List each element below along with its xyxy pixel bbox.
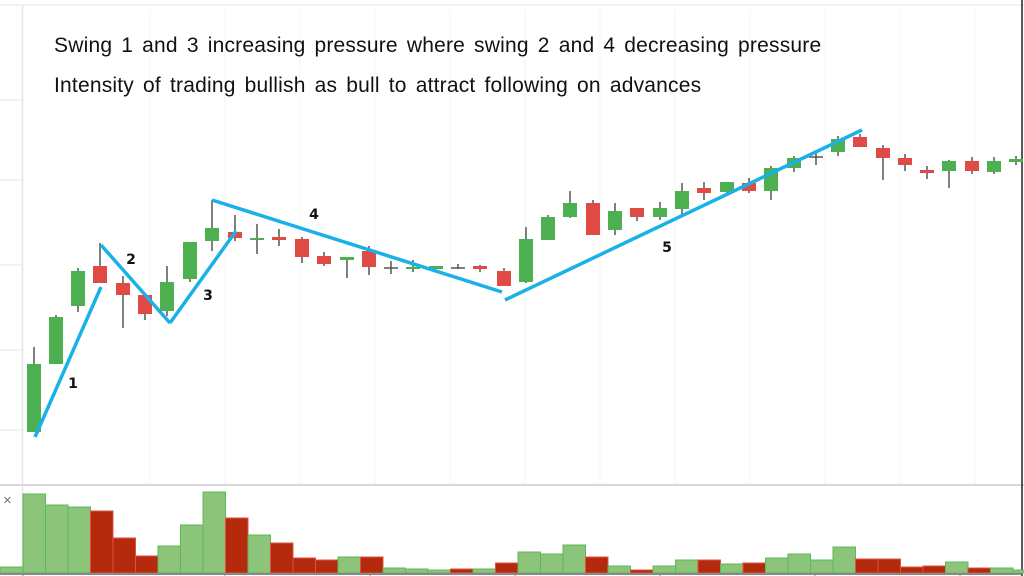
candle-body [697, 188, 711, 193]
candle-body [675, 191, 689, 209]
swing-label-5: 5 [662, 240, 672, 256]
candle-body [519, 239, 533, 282]
volume-bar [202, 491, 226, 574]
swing-label-1: 1 [68, 376, 78, 392]
candle-body [853, 137, 867, 147]
volume-bar [135, 555, 159, 574]
volume-bar [495, 562, 519, 574]
volume-bar [382, 567, 406, 574]
volume-bar [292, 557, 316, 574]
close-volume-panel-icon[interactable]: × [3, 492, 12, 509]
volume-bar [540, 553, 564, 574]
candle-body [49, 317, 63, 364]
volume-bar [517, 551, 541, 574]
swing-line-2 [99, 243, 172, 325]
candle-body [250, 238, 264, 240]
candle-body [608, 211, 622, 230]
volume-bar [967, 567, 991, 574]
swing-line-1 [33, 286, 103, 438]
volume-bar [742, 562, 766, 574]
volume-bar [22, 493, 46, 574]
candle-body [429, 266, 443, 269]
volume-bar [855, 558, 879, 574]
swing-line-4 [211, 198, 503, 294]
candle-body [742, 183, 756, 191]
volume-bar [112, 537, 136, 574]
volume-bar [90, 510, 114, 574]
candle-body [272, 237, 286, 240]
volume-bar [675, 559, 699, 574]
volume-bar [585, 556, 609, 574]
volume-bar [67, 506, 91, 574]
candle-body [116, 283, 130, 295]
volume-bar [180, 524, 204, 574]
volume-bar [405, 568, 429, 574]
candle-body [27, 364, 41, 432]
volume-bar [337, 556, 361, 574]
volume-bar [450, 568, 474, 574]
candle-body [987, 161, 1001, 172]
volume-bar [157, 545, 181, 574]
swing-label-3: 3 [203, 288, 213, 304]
swing-line-5 [504, 128, 863, 302]
volume-bar [697, 559, 721, 574]
volume-bar [427, 569, 451, 574]
candle-body [362, 251, 376, 267]
volume-bar [787, 553, 811, 574]
volume-bar [225, 517, 249, 574]
volume-bar [652, 565, 676, 574]
candle-body [586, 203, 600, 235]
candle-body [965, 161, 979, 171]
candle-body [205, 228, 219, 241]
volume-bar [630, 569, 654, 574]
volume-bar [562, 544, 586, 574]
volume-bar [247, 534, 271, 574]
volume-bar [1012, 569, 1024, 574]
volume-bar [922, 565, 946, 574]
candle-body [898, 158, 912, 165]
volume-bar [720, 563, 744, 574]
candle-body [71, 271, 85, 306]
volume-bar [990, 567, 1014, 574]
candle-body [563, 203, 577, 217]
candle-body [630, 208, 644, 217]
candle-body [653, 208, 667, 217]
candle-body [942, 161, 956, 171]
volume-bar [315, 559, 339, 574]
candle-body [876, 148, 890, 158]
volume-bar [810, 559, 834, 574]
volume-bar [900, 566, 924, 574]
annotation-line-1: Swing 1 and 3 increasing pressure where … [54, 34, 822, 57]
candle-body [473, 266, 487, 269]
swing-label-4: 4 [309, 207, 319, 223]
candle-body [317, 256, 331, 264]
candle-body [920, 170, 934, 173]
volume-bar [877, 558, 901, 574]
volume-bar [270, 542, 294, 574]
candle-body [340, 257, 354, 260]
candle-body [497, 271, 511, 286]
volume-bar [0, 566, 24, 574]
candle-body [93, 266, 107, 283]
volume-bar [607, 565, 631, 574]
swing-line-3 [168, 229, 238, 325]
volume-bar [360, 556, 384, 574]
swing-label-2: 2 [126, 252, 136, 268]
candle-body [541, 217, 555, 240]
candle-body [160, 282, 174, 311]
candle-body [1009, 159, 1023, 162]
volume-bar [945, 561, 969, 574]
candle-body [295, 239, 309, 257]
volume-bar [472, 568, 496, 574]
volume-bar [765, 557, 789, 574]
volume-bar [832, 546, 856, 574]
candle-body [406, 267, 420, 269]
candle-body [720, 182, 734, 192]
candle-body [183, 242, 197, 279]
annotation-line-2: Intensity of trading bullish as bull to … [54, 74, 702, 97]
volume-bar [45, 504, 69, 574]
